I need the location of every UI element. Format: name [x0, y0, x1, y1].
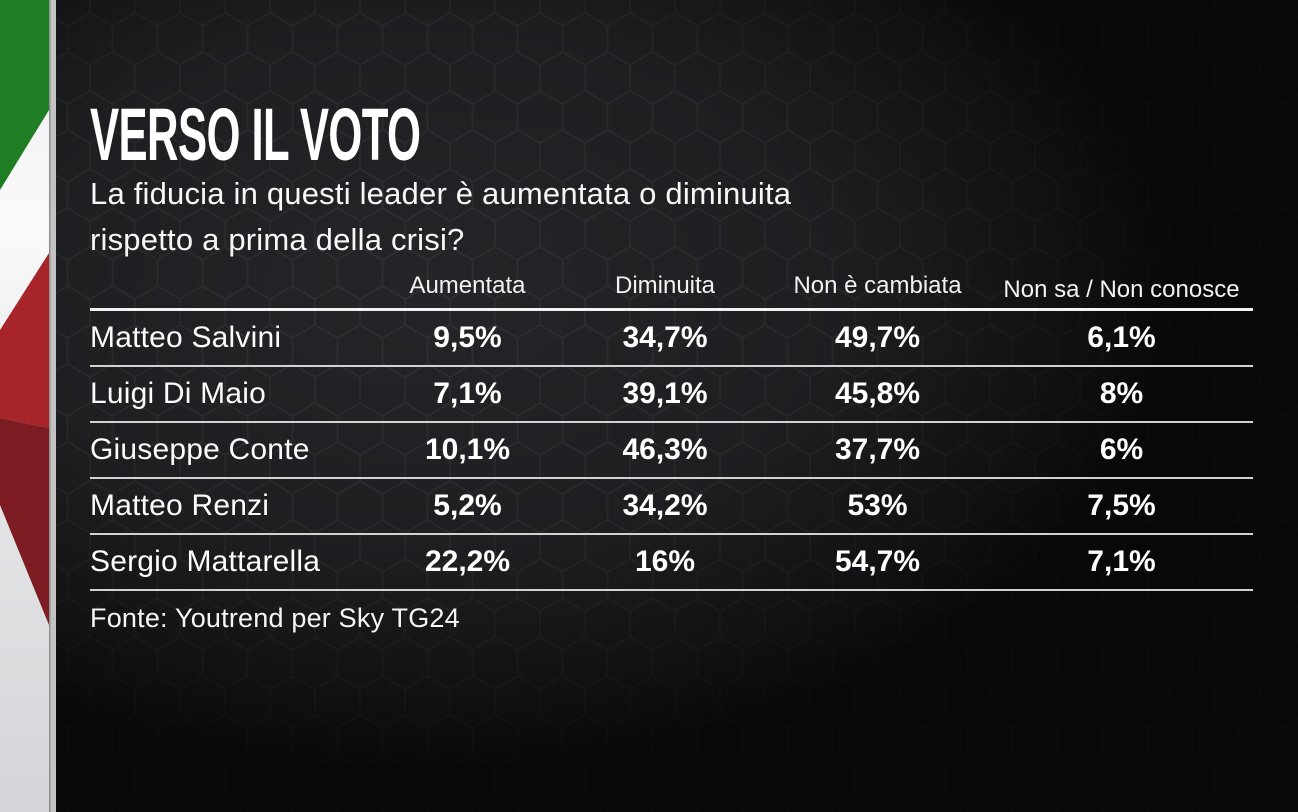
italian-flag-ribbon — [0, 0, 56, 812]
value-cell: 6% — [1099, 433, 1144, 466]
value-cell: 7,1% — [433, 377, 502, 410]
table-row: Luigi Di Maio 7,1% 39,1% 45,8% 8% — [90, 367, 1253, 423]
value-cell: 16% — [634, 545, 696, 578]
table-row: Matteo Renzi 5,2% 34,2% 53% 7,5% — [90, 479, 1253, 535]
value-cell: 10,1% — [424, 433, 511, 466]
value-cell: 39,1% — [622, 377, 708, 410]
value-cell: 49,7% — [834, 321, 921, 354]
value-cell: 53% — [847, 489, 908, 522]
poll-question-line2: rispetto a prima della crisi? — [90, 222, 465, 257]
table-body: Matteo Salvini 9,5% 34,7% 49,7% 6,1% Lui… — [90, 311, 1253, 591]
table-row: Matteo Salvini 9,5% 34,7% 49,7% 6,1% — [90, 311, 1253, 367]
value-cell: 7,5% — [1087, 489, 1156, 522]
table-header-row: Aumentata Diminuita Non è cambiata Non sa /… — [90, 264, 1253, 311]
column-header: Non sa / Non conosce — [1003, 276, 1240, 303]
poll-question: La fiducia in questi leader è aumentata … — [90, 171, 791, 263]
leader-name: Giuseppe Conte — [90, 433, 310, 466]
value-cell: 7,1% — [1087, 545, 1156, 578]
value-cell: 34,2% — [622, 489, 708, 522]
flag-edge-shadow — [49, 0, 51, 812]
value-cell: 9,5% — [433, 321, 502, 354]
column-header: Aumentata — [409, 272, 526, 299]
page-title: VERSO IL VOTO — [90, 93, 421, 176]
leader-name: Matteo Salvini — [90, 321, 282, 354]
value-cell: 46,3% — [622, 433, 708, 466]
leader-name: Matteo Renzi — [90, 489, 270, 522]
poll-question-line1: La fiducia in questi leader è aumentata … — [90, 176, 792, 211]
flag-red-band — [0, 253, 49, 428]
value-cell: 6,1% — [1087, 321, 1156, 354]
value-cell: 34,7% — [622, 321, 708, 354]
leader-name: Luigi Di Maio — [90, 377, 267, 410]
source-credit: Fonte: Youtrend per Sky TG24 — [90, 603, 460, 633]
table-row: Sergio Mattarella 22,2% 16% 54,7% 7,1% — [90, 535, 1253, 591]
value-cell: 8% — [1099, 377, 1144, 410]
column-header: Non è cambiata — [793, 272, 962, 299]
value-cell: 5,2% — [433, 489, 502, 522]
table-row: Giuseppe Conte 10,1% 46,3% 37,7% 6% — [90, 423, 1253, 479]
flag-gray-separator — [50, 0, 56, 812]
flag-dark-red-band — [0, 418, 49, 625]
flag-green-band — [0, 0, 49, 190]
poll-results-table: Aumentata Diminuita Non è cambiata Non sa /… — [90, 264, 1253, 591]
value-cell: 45,8% — [834, 377, 921, 410]
leader-name: Sergio Mattarella — [90, 545, 321, 578]
value-cell: 37,7% — [834, 433, 921, 466]
value-cell: 54,7% — [834, 545, 921, 578]
value-cell: 22,2% — [424, 545, 511, 578]
column-header: Diminuita — [614, 272, 716, 299]
graphic-content: VERSO IL VOTO La fiducia in questi leade… — [90, 0, 1253, 812]
